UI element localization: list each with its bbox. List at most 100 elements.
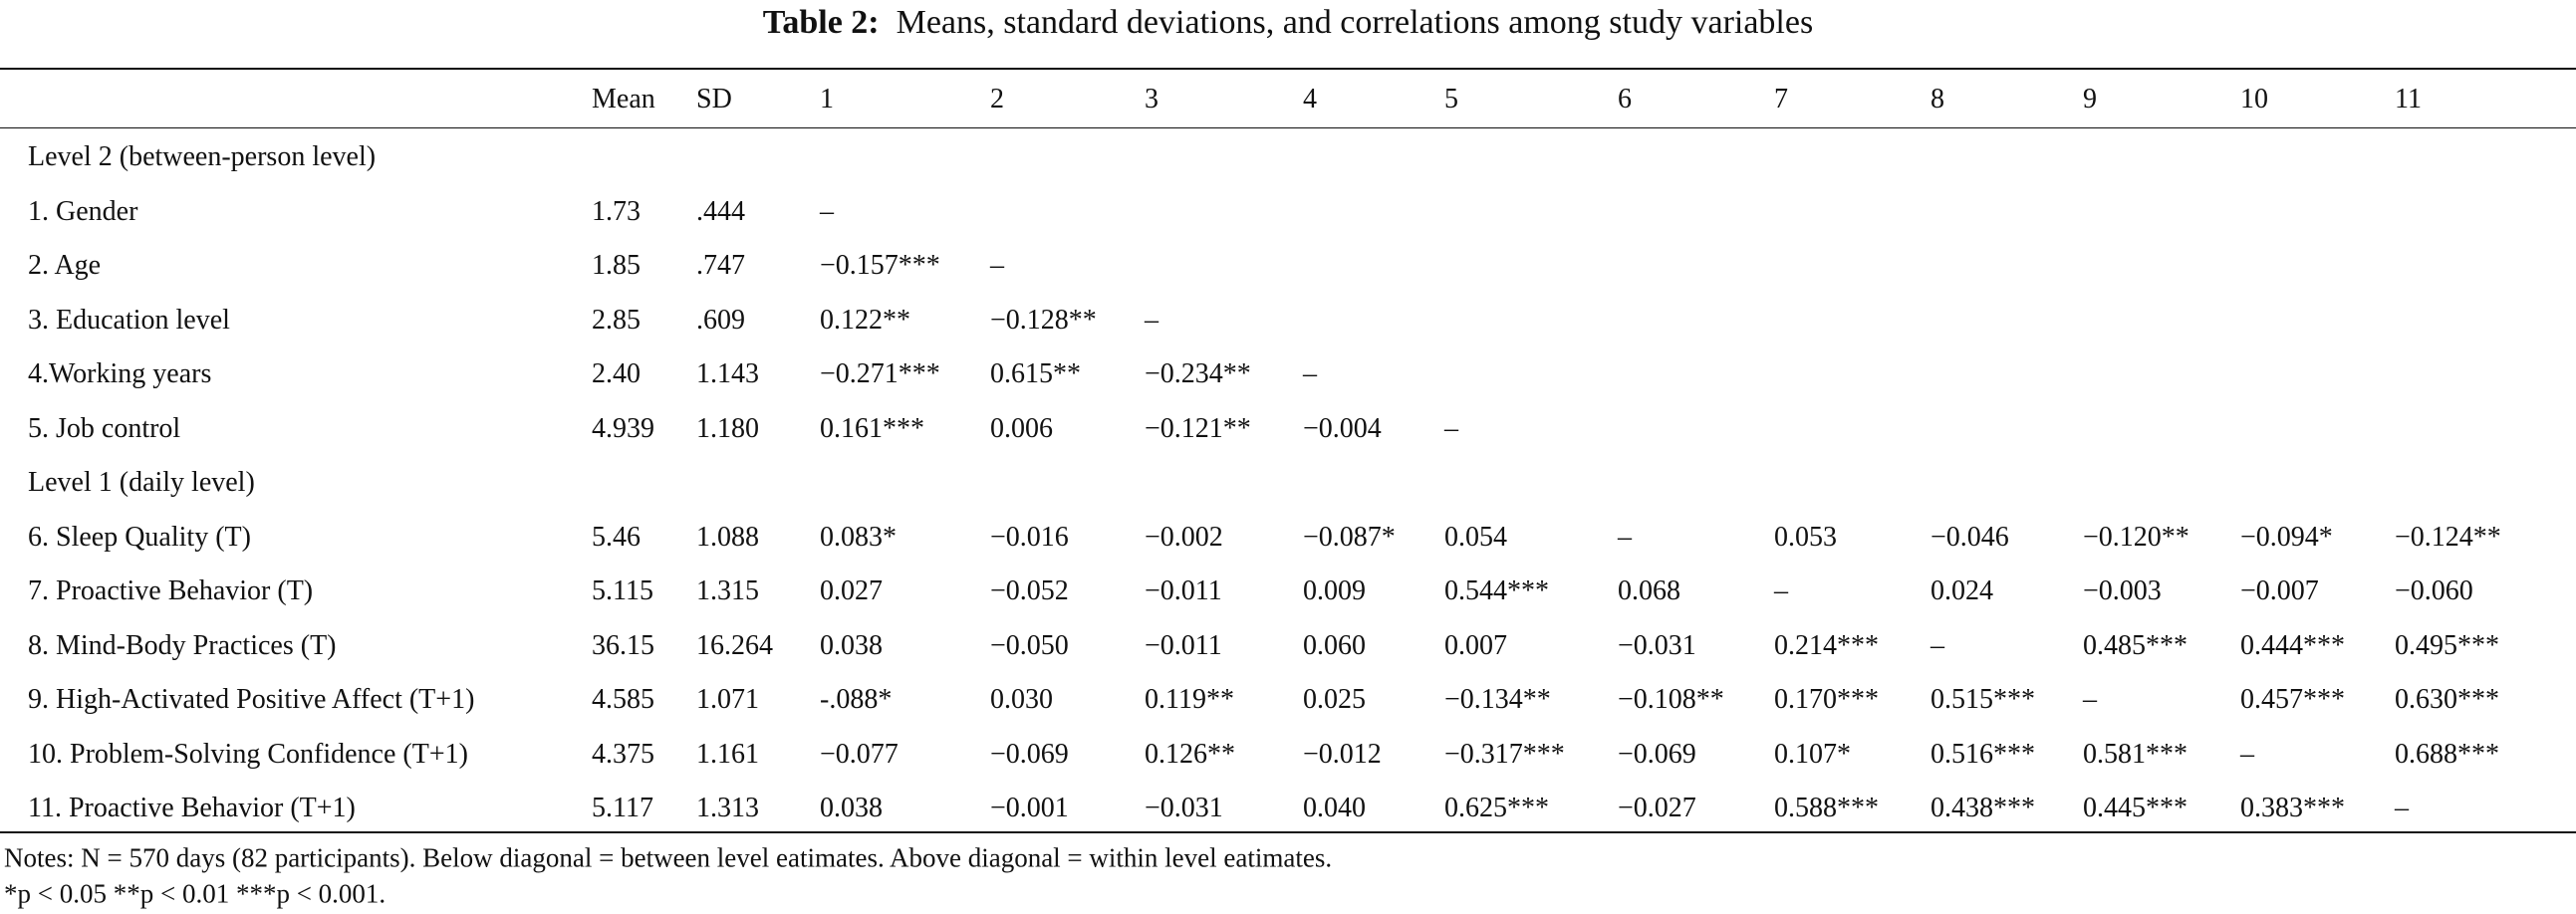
cell: .747 [696,250,745,281]
cell: 0.615** [990,358,1081,389]
cell: 0.038 [820,629,883,661]
cell: 1.161 [696,738,759,770]
cell: – [2395,793,2409,823]
cell: 5.117 [592,793,653,823]
row-label: 7. Proactive Behavior (T) [28,575,314,606]
cell: 0.054 [1444,521,1507,553]
cell: 2.40 [592,358,641,389]
cell: −0.271*** [820,358,940,389]
section-label: Level 1 (daily level) [28,467,255,498]
cell: 1.85 [592,250,641,281]
cell: 1.73 [592,195,641,227]
column-header: 3 [1145,84,1159,114]
cell: 0.516*** [1931,738,2035,770]
column-header: 8 [1931,84,1944,114]
table-title: Table 2: Means, standard deviations, and… [0,4,2576,42]
cell: 0.083* [820,521,897,553]
row-label: 4.Working years [28,358,212,389]
cell: 0.588*** [1774,793,1879,823]
cell: −0.094* [2240,521,2333,553]
cell: −0.011 [1145,575,1222,606]
cell: 1.088 [696,521,759,553]
cell: −0.016 [990,521,1069,553]
cell: 0.438*** [1931,793,2035,823]
cell: −0.060 [2395,575,2473,606]
title-label: Table 2: [762,4,880,41]
cell: -.088* [820,684,893,715]
cell: −0.317*** [1444,738,1565,770]
cell: 0.006 [990,412,1053,444]
cell: .444 [696,195,745,227]
cell: 0.053 [1774,521,1837,553]
row-label: 5. Job control [28,412,181,444]
row-label: 3. Education level [28,304,230,336]
row-label: 6. Sleep Quality (T) [28,521,251,553]
cell: 5.46 [592,521,641,553]
column-header: 11 [2395,84,2422,114]
cell: 0.515*** [1931,684,2035,715]
cell: −0.108** [1618,684,1724,715]
cell: 4.585 [592,684,654,715]
title-text: Means, standard deviations, and correlat… [896,4,1814,41]
cell: 0.024 [1931,575,1993,606]
cell: 5.115 [592,575,653,606]
cell: −0.012 [1303,738,1382,770]
cell: 36.15 [592,629,654,661]
cell: – [1774,575,1788,606]
cell: 1.143 [696,358,759,389]
cell: −0.031 [1618,629,1696,661]
section-label: Level 2 (between-person level) [28,141,377,172]
cell: – [2083,684,2097,715]
cell: 0.630*** [2395,684,2499,715]
bottom-rule [0,831,2576,833]
cell: 0.161*** [820,412,924,444]
cell: 0.457*** [2240,684,2345,715]
cell: 0.214*** [1774,629,1879,661]
note: *p < 0.05 **p < 0.01 ***p < 0.001. [4,878,386,909]
cell: 0.007 [1444,629,1507,661]
cell: 0.495*** [2395,629,2499,661]
cell: 4.939 [592,412,654,444]
cell: −0.050 [990,629,1069,661]
top-rule [0,68,2576,70]
cell: 0.625*** [1444,793,1549,823]
cell: – [2240,738,2254,770]
cell: 0.038 [820,793,883,823]
cell: 0.025 [1303,684,1366,715]
cell: 0.030 [990,684,1053,715]
cell: 0.107* [1774,738,1851,770]
cell: −0.121** [1145,412,1251,444]
column-header: SD [696,84,732,114]
cell: 0.068 [1618,575,1680,606]
cell: – [1931,629,1944,661]
cell: – [1303,358,1317,389]
cell: .609 [696,304,745,336]
row-label: 2. Age [28,250,102,281]
cell: −0.157*** [820,250,940,281]
cell: – [990,250,1004,281]
cell: – [1444,412,1458,444]
cell: −0.124** [2395,521,2501,553]
cell: 4.375 [592,738,654,770]
cell: 0.119** [1145,684,1234,715]
cell: −0.004 [1303,412,1382,444]
cell: 0.027 [820,575,883,606]
row-label: 10. Problem-Solving Confidence (T+1) [28,738,468,770]
cell: −0.134** [1444,684,1551,715]
cell: −0.087* [1303,521,1396,553]
cell: 0.383*** [2240,793,2345,823]
cell: 16.264 [696,629,773,661]
header-rule [0,127,2576,128]
cell: 0.485*** [2083,629,2188,661]
cell: 1.315 [696,575,759,606]
cell: 0.122** [820,304,910,336]
column-header: 9 [2083,84,2097,114]
cell: −0.052 [990,575,1069,606]
cell: −0.001 [990,793,1069,823]
cell: −0.031 [1145,793,1223,823]
cell: 0.544*** [1444,575,1549,606]
cell: 0.170*** [1774,684,1879,715]
cell: −0.120** [2083,521,2190,553]
column-header: 10 [2240,84,2268,114]
cell: – [1618,521,1632,553]
